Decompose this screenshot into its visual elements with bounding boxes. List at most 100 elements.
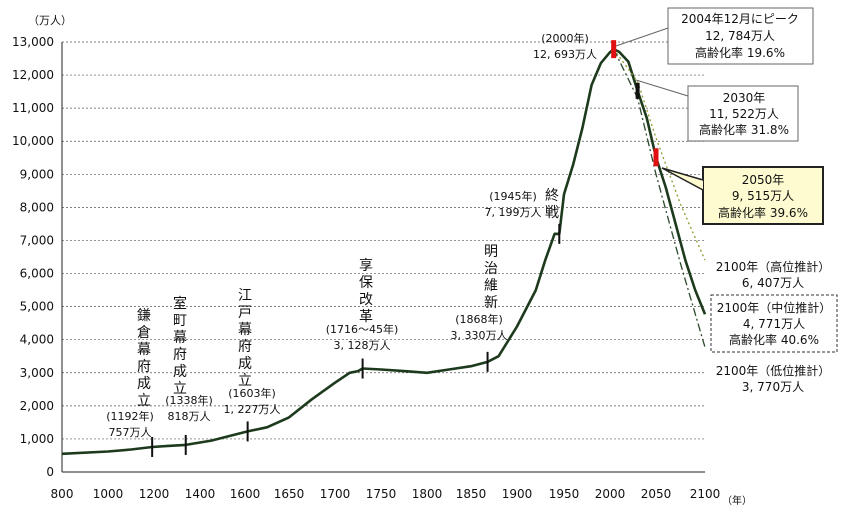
x-tick-label: 1850	[456, 487, 487, 501]
x-tick-label: 1750	[366, 487, 397, 501]
kamakura-event: 府	[137, 359, 151, 375]
y-tick-label: 7,000	[20, 233, 54, 247]
kamakura-event: 成	[137, 376, 151, 392]
peak-title: 2004年12月にピーク	[681, 12, 799, 26]
gridlines	[62, 41, 705, 440]
kamakura-label: (1192年)	[106, 409, 154, 423]
war-label: 7, 199万人	[485, 206, 542, 219]
y2050-title: 2050年	[742, 173, 785, 187]
red-marker	[653, 148, 659, 167]
war-label: (1945年)	[489, 189, 537, 203]
x-tick-label: 1950	[549, 487, 580, 501]
y-tick-label: 1,000	[20, 432, 54, 446]
kyoho-event: 享	[359, 257, 373, 274]
y2050-pointer	[661, 167, 704, 191]
x-tick-label: 2000	[595, 487, 626, 501]
y-tick-label: 0	[46, 465, 54, 479]
y2050-aging: 高齢化率 39.6%	[718, 205, 808, 220]
y2050-value: 9, 515万人	[732, 189, 794, 203]
y2030-title: 2030年	[723, 91, 766, 105]
y-tick-label: 8,000	[20, 200, 54, 214]
kyoho-label: 3, 128万人	[334, 339, 391, 352]
muromachi-label: 818万人	[168, 410, 211, 423]
edo-event: 府	[238, 339, 252, 355]
y-tick-label: 10,000	[12, 134, 54, 148]
kyoho-event: 保	[359, 275, 373, 291]
peak-box	[667, 7, 814, 65]
y-tick-label: 6,000	[20, 267, 54, 281]
x-tick-label: 1700	[320, 487, 351, 501]
y2030-aging: 高齢化率 31.8%	[699, 122, 789, 137]
y-tick-label: 5,000	[20, 300, 54, 314]
meiji-label: (1868年)	[455, 312, 503, 326]
meiji-event: 新	[484, 295, 498, 311]
x-tick-label: 1600	[230, 487, 261, 501]
annotations: 鎌倉幕府成立(1192年)757万人室町幕府成立(1338年)818万人江戸幕府…	[106, 7, 838, 439]
x-tick-label: 1650	[274, 487, 305, 501]
low-projection: 3, 770万人	[742, 380, 804, 394]
mid-projection-aging: 高齢化率 40.6%	[729, 332, 819, 347]
kamakura-event: 倉	[137, 325, 151, 341]
kyoho-event: 革	[359, 309, 373, 325]
mid-projection-box	[710, 294, 838, 353]
muromachi-label: (1338年)	[165, 393, 213, 407]
y-tick-label: 11,000	[12, 101, 54, 115]
kyoho-event: 改	[359, 292, 373, 308]
x-tick-label: 1400	[185, 487, 216, 501]
muromachi-event: 室	[173, 295, 187, 312]
edo-event: 成	[238, 356, 252, 372]
edo-event: 幕	[238, 322, 252, 338]
series-layer	[61, 47, 707, 456]
meiji-event: 明	[484, 244, 498, 260]
kyoho-label: (1716～45年)	[326, 322, 399, 336]
peak-value: 12, 784万人	[705, 29, 775, 43]
y2030-pointer	[635, 79, 689, 97]
low-projection: 2100年（低位推計）	[716, 363, 831, 378]
meiji-label: 3, 330万人	[451, 329, 508, 342]
event-markers	[151, 40, 659, 457]
edo-label: 1, 227万人	[224, 403, 281, 416]
y-axis-unit: （万人）	[28, 14, 72, 27]
kamakura-event: 幕	[137, 342, 151, 358]
edo-event: 戸	[238, 305, 252, 321]
edo-label: (1603年)	[228, 386, 276, 400]
muromachi-event: 成	[173, 364, 187, 380]
muromachi-event: 町	[173, 313, 187, 329]
x-tick-label: 1000	[93, 487, 124, 501]
x-tick-label: 1900	[502, 487, 533, 501]
series-line-dash-dot	[613, 48, 706, 348]
high-projection: 2100年（高位推計）	[716, 259, 831, 274]
meiji-event: 治	[484, 261, 498, 277]
marker-2030	[635, 82, 640, 99]
peak-pointer	[615, 27, 669, 47]
peak-aging: 高齢化率 19.6%	[695, 45, 785, 60]
y2050-box	[702, 166, 824, 225]
edo-event: 立	[238, 373, 252, 389]
kamakura-event: 立	[137, 393, 151, 409]
muromachi-event: 立	[173, 381, 187, 397]
x-axis-unit: （年）	[722, 494, 752, 507]
high-projection: 6, 407万人	[742, 276, 804, 290]
series-line-dotted	[613, 48, 706, 261]
muromachi-event: 府	[173, 347, 187, 363]
y-tick-label: 4,000	[20, 333, 54, 347]
muromachi-event: 幕	[173, 330, 187, 346]
war-event: 戦	[545, 205, 559, 221]
mid-projection-title: 2100年（中位推計）	[717, 300, 832, 315]
y2030-value: 11, 522万人	[709, 107, 779, 121]
red-marker	[611, 40, 617, 59]
y-tick-label: 12,000	[12, 68, 54, 82]
y-tick-label: 3,000	[20, 366, 54, 380]
mid-projection-value: 4, 771万人	[743, 317, 805, 331]
y2000-label: (2000年)	[541, 31, 589, 45]
y2030-box	[687, 85, 799, 142]
y-tick-label: 2,000	[20, 399, 54, 413]
y2000-label: 12, 693万人	[533, 48, 597, 61]
war-event: 終	[545, 188, 559, 204]
x-tick-label: 1800	[412, 487, 443, 501]
kamakura-label: 757万人	[109, 426, 152, 439]
meiji-event: 維	[484, 278, 498, 294]
axes: 0 1,000 2,000 3,000 4,000 5,000 6,000 7,000 8,00…	[12, 14, 752, 507]
x-tick-label: 800	[51, 487, 74, 501]
